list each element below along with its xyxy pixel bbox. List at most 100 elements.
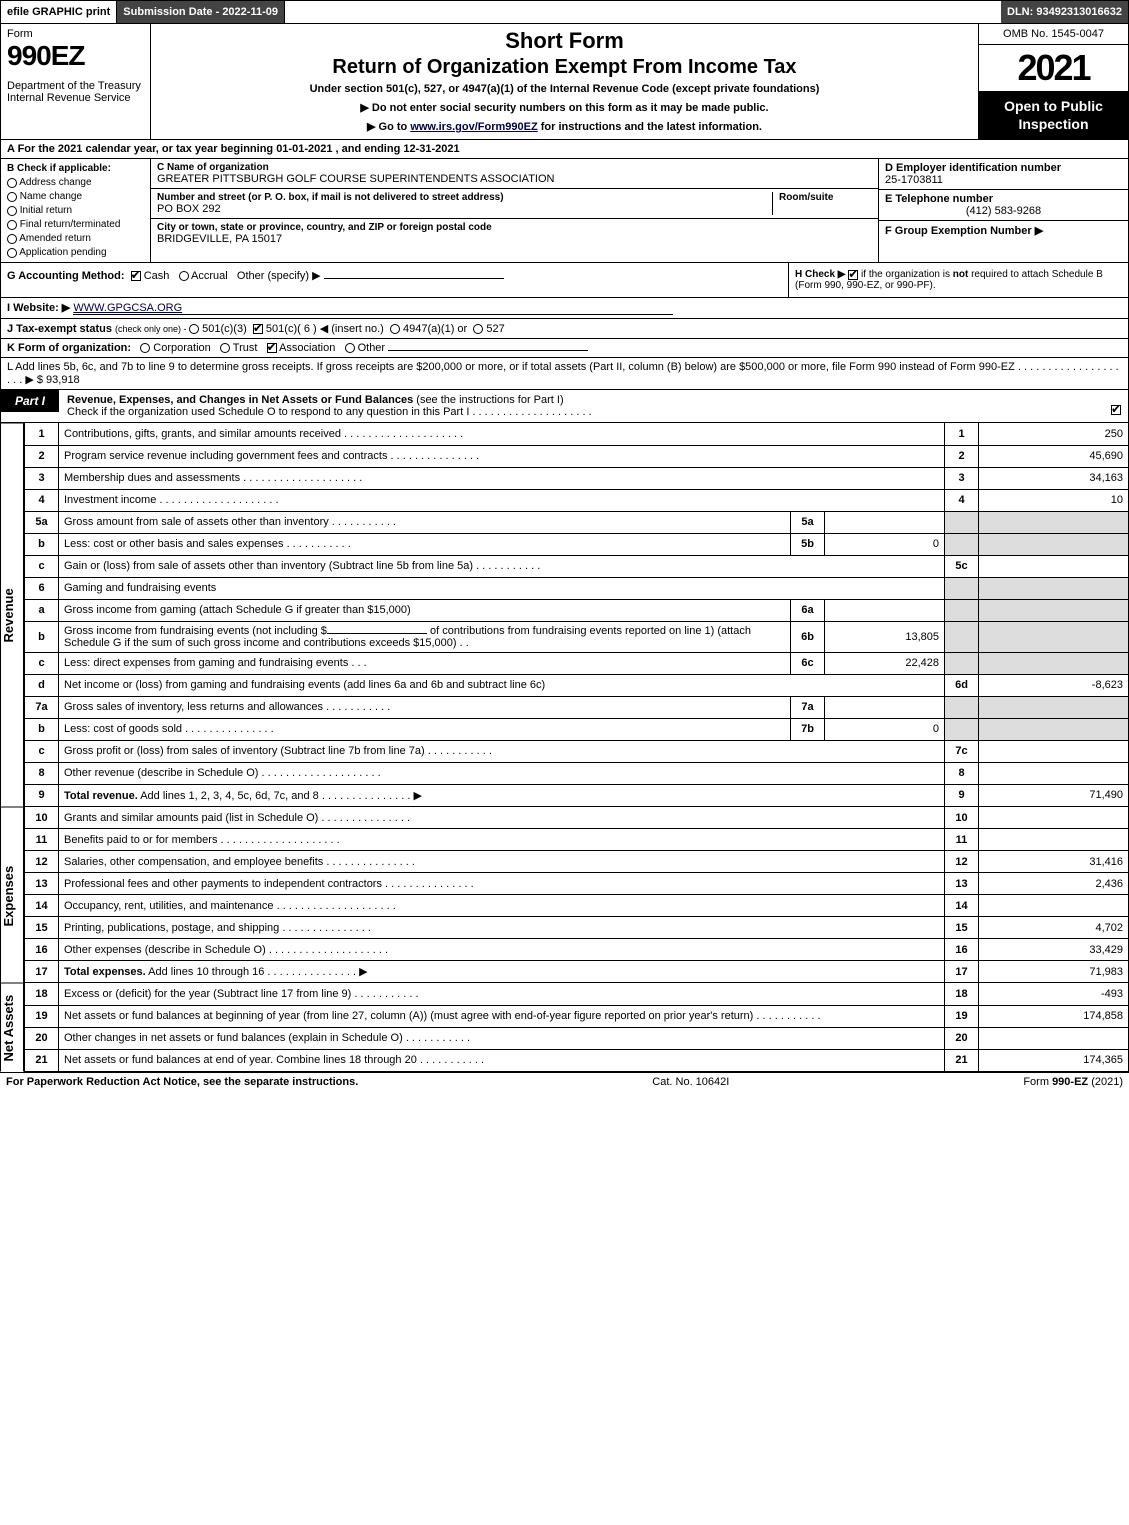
- do-not-enter: ▶ Do not enter social security numbers o…: [159, 101, 970, 114]
- line-17: 17Total expenses. Add lines 10 through 1…: [25, 961, 1129, 983]
- goto-line: ▶ Go to www.irs.gov/Form990EZ for instru…: [159, 120, 970, 133]
- part1-title-paren: (see the instructions for Part I): [416, 394, 563, 406]
- line-16: 16Other expenses (describe in Schedule O…: [25, 939, 1129, 961]
- h-text1: if the organization is: [861, 269, 953, 280]
- omb-number: OMB No. 1545-0047: [979, 24, 1128, 45]
- line-5b: bLess: cost or other basis and sales exp…: [25, 533, 1129, 555]
- c-city-hdr: City or town, state or province, country…: [157, 222, 872, 233]
- k-assoc[interactable]: [267, 343, 277, 353]
- line-5a: 5aGross amount from sale of assets other…: [25, 511, 1129, 533]
- goto-post: for instructions and the latest informat…: [538, 121, 762, 133]
- part1-header: Part I Revenue, Expenses, and Changes in…: [0, 390, 1129, 423]
- c-room-hdr: Room/suite: [779, 192, 872, 203]
- telephone: (412) 583-9268: [885, 205, 1122, 217]
- b-opt-pending[interactable]: Application pending: [7, 247, 144, 258]
- line-8: 8Other revenue (describe in Schedule O)8: [25, 762, 1129, 784]
- line-2: 2Program service revenue including gover…: [25, 445, 1129, 467]
- ein: 25-1703811: [885, 174, 1122, 186]
- f-block: F Group Exemption Number ▶: [879, 221, 1128, 240]
- row-h: H Check ▶ if the organization is not req…: [788, 263, 1128, 297]
- g-accrual-check[interactable]: [179, 271, 189, 281]
- b-opt-final-label: Final return/terminated: [20, 219, 121, 230]
- h-check[interactable]: [848, 270, 858, 280]
- l-text: L Add lines 5b, 6c, and 7b to line 9 to …: [7, 361, 1015, 373]
- irs-label: Internal Revenue Service: [7, 92, 144, 104]
- col-c: C Name of organization GREATER PITTSBURG…: [151, 159, 878, 262]
- expenses-section: Expenses 10Grants and similar amounts pa…: [0, 807, 1129, 984]
- submission-date: Submission Date - 2022-11-09: [117, 1, 285, 23]
- return-of-title: Return of Organization Exempt From Incom…: [159, 56, 970, 79]
- part1-tab: Part I: [1, 390, 59, 412]
- b-opt-address[interactable]: Address change: [7, 177, 144, 188]
- l-amount: $ 93,918: [37, 374, 80, 386]
- k-corp-label: Corporation: [153, 342, 210, 354]
- j-4947[interactable]: [390, 324, 400, 334]
- line-19: 19Net assets or fund balances at beginni…: [25, 1005, 1129, 1027]
- expenses-table: 10Grants and similar amounts paid (list …: [24, 807, 1129, 984]
- footer-cat: Cat. No. 10642I: [652, 1076, 729, 1088]
- row-g: G Accounting Method: Cash Accrual Other …: [1, 263, 788, 297]
- i-label: I Website: ▶: [7, 302, 70, 314]
- line-5c: cGain or (loss) from sale of assets othe…: [25, 555, 1129, 577]
- section-bcdef: B Check if applicable: Address change Na…: [0, 159, 1129, 262]
- b-opt-name[interactable]: Name change: [7, 191, 144, 202]
- line-10: 10Grants and similar amounts paid (list …: [25, 807, 1129, 829]
- j-label: J Tax-exempt status: [7, 323, 115, 335]
- row-i: I Website: ▶ WWW.GPGCSA.ORG: [0, 298, 1129, 319]
- e-hdr: E Telephone number: [885, 193, 1122, 205]
- goto-link[interactable]: www.irs.gov/Form990EZ: [410, 121, 537, 133]
- part1-check[interactable]: [1104, 390, 1128, 416]
- line-7c: cGross profit or (loss) from sales of in…: [25, 740, 1129, 762]
- j-o3: 4947(a)(1) or: [403, 323, 467, 335]
- line-21: 21Net assets or fund balances at end of …: [25, 1049, 1129, 1071]
- b-opt-initial-label: Initial return: [20, 205, 72, 216]
- tax-year: 2021: [979, 45, 1128, 91]
- b-opt-pending-label: Application pending: [19, 247, 106, 258]
- d-hdr: D Employer identification number: [885, 162, 1122, 174]
- b-opt-address-label: Address change: [19, 177, 91, 188]
- line-20: 20Other changes in net assets or fund ba…: [25, 1027, 1129, 1049]
- j-501c[interactable]: [253, 324, 263, 334]
- row-a: A For the 2021 calendar year, or tax yea…: [0, 140, 1129, 159]
- line-6d: dNet income or (loss) from gaming and fu…: [25, 674, 1129, 696]
- j-527[interactable]: [473, 324, 483, 334]
- line-18: 18Excess or (deficit) for the year (Subt…: [25, 983, 1129, 1005]
- b-opt-amended[interactable]: Amended return: [7, 233, 144, 244]
- line-12: 12Salaries, other compensation, and empl…: [25, 851, 1129, 873]
- k-corp[interactable]: [140, 343, 150, 353]
- c-city-block: City or town, state or province, country…: [151, 219, 878, 248]
- revenue-section: Revenue 1Contributions, gifts, grants, a…: [0, 423, 1129, 807]
- b-opt-final[interactable]: Final return/terminated: [7, 219, 144, 230]
- efile-label: efile GRAPHIC print: [1, 1, 117, 23]
- k-trust[interactable]: [220, 343, 230, 353]
- header-center: Short Form Return of Organization Exempt…: [151, 24, 978, 139]
- netassets-section: Net Assets 18Excess or (deficit) for the…: [0, 983, 1129, 1072]
- j-501c3[interactable]: [189, 324, 199, 334]
- k-other-blank: [388, 350, 588, 351]
- top-spacer: [285, 1, 1001, 23]
- j-o2: 501(c)( 6 ) ◀ (insert no.): [266, 323, 384, 335]
- c-street-block: Number and street (or P. O. box, if mail…: [151, 189, 878, 219]
- g-other-blank: [324, 278, 504, 279]
- col-b: B Check if applicable: Address change Na…: [1, 159, 151, 262]
- line-14: 14Occupancy, rent, utilities, and mainte…: [25, 895, 1129, 917]
- line-13: 13Professional fees and other payments t…: [25, 873, 1129, 895]
- g-other-label: Other (specify) ▶: [237, 270, 321, 282]
- footer-right: Form 990-EZ (2021): [1023, 1076, 1123, 1088]
- website-link[interactable]: WWW.GPGCSA.ORG: [73, 302, 673, 315]
- line-6b: bGross income from fundraising events (n…: [25, 621, 1129, 652]
- b-opt-initial[interactable]: Initial return: [7, 205, 144, 216]
- dln-label: DLN: 93492313016632: [1001, 1, 1128, 23]
- g-cash-check[interactable]: [131, 271, 141, 281]
- goto-pre: ▶ Go to: [367, 121, 410, 133]
- row-l: L Add lines 5b, 6c, and 7b to line 9 to …: [0, 358, 1129, 390]
- line-3: 3Membership dues and assessments334,163: [25, 467, 1129, 489]
- k-other[interactable]: [345, 343, 355, 353]
- form-header: Form 990EZ Department of the Treasury In…: [0, 24, 1129, 140]
- part1-sub: Check if the organization used Schedule …: [67, 406, 1096, 418]
- org-name: GREATER PITTSBURGH GOLF COURSE SUPERINTE…: [157, 173, 872, 185]
- line-11: 11Benefits paid to or for members11: [25, 829, 1129, 851]
- c-name-hdr: C Name of organization: [157, 162, 872, 173]
- c-name-block: C Name of organization GREATER PITTSBURG…: [151, 159, 878, 189]
- under-section: Under section 501(c), 527, or 4947(a)(1)…: [159, 83, 970, 95]
